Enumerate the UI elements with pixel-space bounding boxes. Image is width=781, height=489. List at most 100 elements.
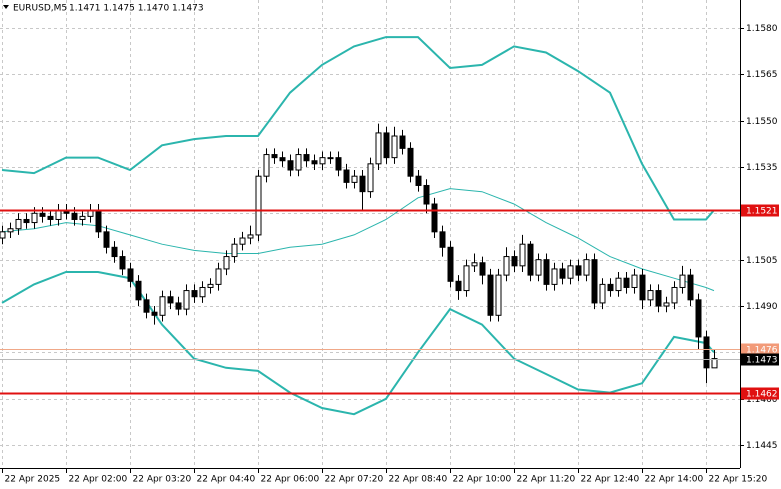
candle-body	[631, 274, 638, 288]
candle-body	[79, 215, 86, 220]
y-tick-label: 1.1580	[746, 24, 778, 34]
band-middle	[1, 188, 715, 292]
candle-body	[431, 203, 438, 233]
symbol-title: EURUSD,M5	[13, 4, 67, 14]
level-label-box	[741, 204, 779, 217]
y-tick-label: 1.1535	[746, 163, 778, 173]
candle-body	[639, 274, 646, 301]
candle-body	[607, 283, 614, 292]
candle-body	[623, 277, 630, 288]
candle-body	[55, 209, 62, 220]
candle-body	[615, 277, 622, 292]
header-arrow	[3, 5, 9, 9]
candle-body	[575, 265, 582, 276]
candle-body	[103, 231, 110, 248]
level-label-box	[741, 387, 779, 400]
x-tick-label: 22 Apr 14:00	[645, 475, 704, 485]
ohlc-values: 1.1471 1.1475 1.1470 1.1473	[69, 4, 204, 14]
candle-body	[127, 268, 134, 282]
bands	[1, 36, 715, 416]
candle-body	[191, 290, 198, 298]
candle-body	[703, 336, 710, 369]
candle-body	[7, 228, 14, 233]
candle-body	[271, 154, 278, 159]
x-tick-label: 22 Apr 07:20	[325, 475, 384, 485]
candle-body	[687, 274, 694, 301]
candle-body	[351, 175, 358, 183]
candle-body	[655, 290, 662, 307]
candle-body	[151, 311, 158, 316]
y-tick-label: 1.1550	[746, 117, 778, 127]
y-tick-label: 1.1445	[746, 441, 778, 451]
level-label: 1.1521	[746, 207, 778, 217]
candle-body	[663, 302, 670, 307]
candle-body	[231, 243, 238, 258]
candle-body	[183, 290, 190, 310]
candle-body	[359, 175, 366, 193]
candle-body	[599, 283, 606, 304]
y-tick-label: 1.1505	[746, 256, 778, 266]
candle-body	[327, 157, 334, 160]
candle-body	[295, 154, 302, 171]
candle-body	[495, 274, 502, 316]
candle-body	[463, 265, 470, 292]
y-tick-label: 1.1490	[746, 302, 778, 312]
candle-body	[95, 209, 102, 233]
x-tick-label: 22 Apr 06:00	[261, 475, 320, 485]
x-tick-label: 22 Apr 11:20	[517, 475, 576, 485]
x-tick-label: 22 Apr 08:40	[389, 475, 448, 485]
x-tick-label: 22 Apr 04:40	[197, 475, 256, 485]
candle-body	[695, 299, 702, 338]
axes: 1.14451.14601.14751.14901.15051.15201.15…	[2, 24, 779, 485]
candle-body	[15, 218, 22, 230]
candle-body	[567, 265, 574, 279]
candle-body	[223, 256, 230, 270]
candle-body	[511, 256, 518, 267]
candle-body	[175, 302, 182, 310]
candle-body	[135, 280, 142, 301]
band-lower	[1, 271, 715, 416]
candle-body	[671, 286, 678, 304]
x-tick-label: 22 Apr 10:00	[453, 475, 512, 485]
candle-body	[23, 218, 30, 224]
candle-body	[479, 262, 486, 276]
level-label: 1.1462	[746, 390, 778, 400]
candle-body	[0, 231, 6, 239]
candle-body	[559, 268, 566, 279]
candle-body	[375, 132, 382, 165]
candles	[0, 123, 718, 384]
level-label: 1.1473	[746, 356, 778, 366]
candle-body	[199, 286, 206, 298]
candle-body	[119, 256, 126, 270]
x-tick-label: 22 Apr 12:40	[581, 475, 640, 485]
y-tick-label: 1.1460	[746, 395, 778, 405]
x-tick-label: 22 Apr 02:00	[69, 475, 128, 485]
levels	[0, 209, 740, 395]
candle-body	[111, 246, 118, 258]
candle-body	[487, 274, 494, 316]
candle-body	[455, 280, 462, 292]
candle-body	[71, 212, 78, 220]
candle-body	[471, 262, 478, 267]
candle-body	[679, 274, 686, 288]
candle-body	[207, 283, 214, 288]
candle-body	[407, 147, 414, 177]
candle-body	[527, 243, 534, 276]
candle-body	[287, 160, 294, 171]
candle-body	[415, 175, 422, 186]
candle-body	[543, 259, 550, 285]
candle-body	[447, 246, 454, 282]
band-upper	[1, 36, 715, 221]
candle-body	[647, 290, 654, 301]
candle-body	[47, 215, 54, 220]
candle-body	[239, 237, 246, 245]
level-label: 1.1476	[746, 346, 778, 356]
candle-body	[367, 163, 374, 193]
candle-body	[519, 243, 526, 267]
candle-body	[255, 175, 262, 236]
candle-body	[215, 268, 222, 285]
candle-body	[591, 259, 598, 304]
candle-body	[311, 160, 318, 165]
candle-body	[711, 358, 718, 369]
